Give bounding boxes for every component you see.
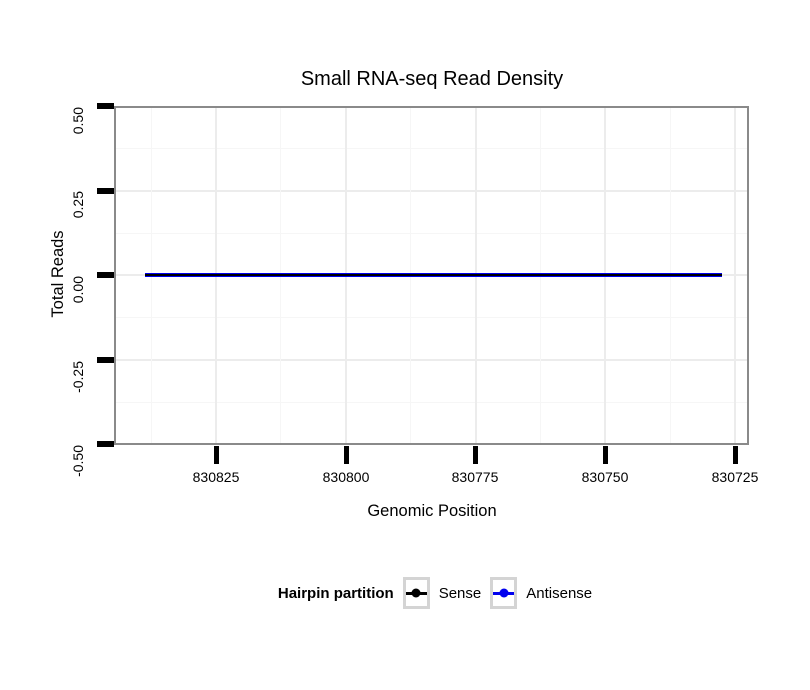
plot-panel [114,105,749,445]
x-tick-label: 830800 [322,469,370,485]
x-axis-tick [473,446,478,464]
y-axis-tick [97,441,114,447]
x-tick-label: 830725 [711,469,759,485]
sense-key-dot-icon [411,588,421,598]
y-axis-tick [97,103,114,109]
gridline-minor-h [116,316,747,318]
y-tick-label: 0.50 [70,107,86,135]
x-tick-label: 830825 [192,469,240,485]
sense-legend-key [402,577,430,609]
y-axis-tick [97,187,114,194]
x-axis-tick [603,446,608,464]
chart-title: Small RNA-seq Read Density [300,68,564,90]
y-axis-title: Total Reads [49,230,67,318]
sense-legend-label: Sense [438,584,482,602]
antisense-legend-label: Antisense [526,584,593,602]
y-axis-tick [97,356,114,363]
gridline-minor-h [116,232,747,234]
legend-title: Hairpin partition [277,584,394,602]
x-axis-tick [213,446,219,464]
y-axis-tick [97,272,114,278]
x-axis-title: Genomic Position [367,502,497,520]
gridline-minor-h [116,401,747,403]
legend: Hairpin partition Sense Antisense [0,576,810,610]
gridline-major-h [116,189,747,192]
gridline-major-h [116,358,747,361]
gridline-major-v [734,107,736,443]
x-tick-label: 830775 [451,469,499,485]
antisense-key-dot-icon [499,588,509,598]
y-tick-label: 0.00 [70,276,86,304]
x-axis-tick [343,446,349,464]
gridline-minor-h [116,147,747,149]
y-tick-label: -0.25 [70,361,86,393]
x-tick-label: 830750 [581,469,629,485]
sense-series-line [145,274,722,276]
antisense-legend-key [490,577,518,609]
y-tick-label: 0.25 [70,191,86,219]
x-axis-tick [732,446,738,464]
y-tick-label: -0.50 [70,445,86,477]
